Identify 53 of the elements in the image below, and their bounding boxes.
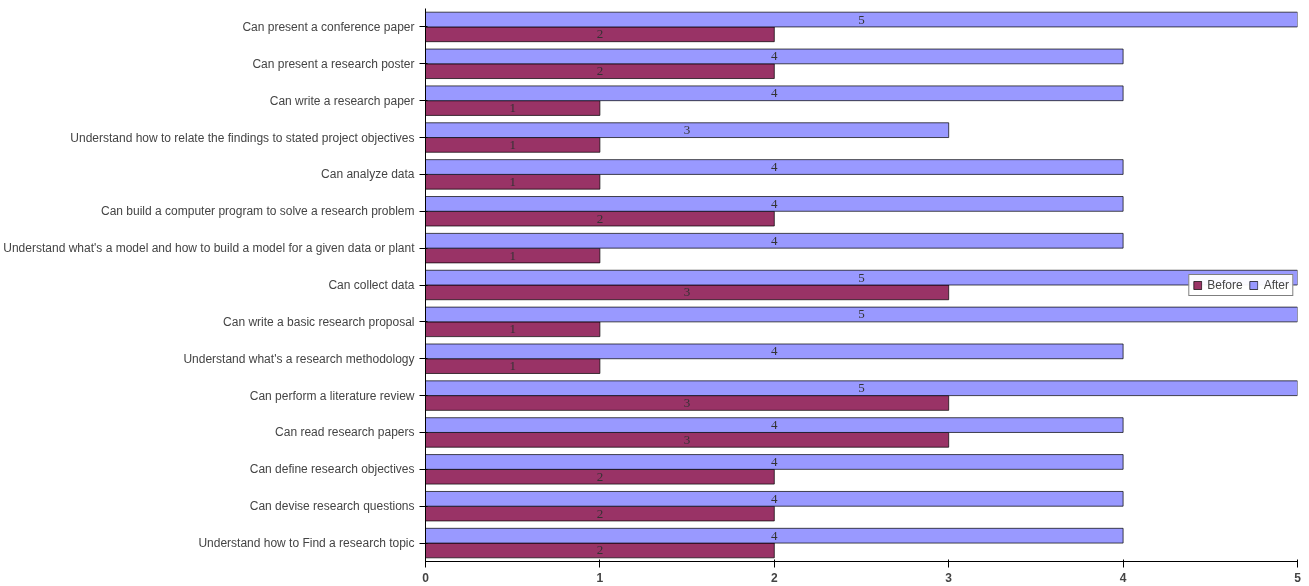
data-label: 5 bbox=[858, 306, 865, 322]
data-label: 2 bbox=[596, 542, 604, 558]
x-tick-label: 1 bbox=[596, 570, 604, 585]
data-label: 4 bbox=[771, 417, 779, 433]
y-tick-label: Understand what's a model and how to build a model for a given data or plant bbox=[3, 241, 416, 256]
legend-label: After bbox=[1263, 277, 1289, 292]
y-tick-label: Understand how to relate the findings to stated project objectives bbox=[70, 130, 415, 145]
data-label: 1 bbox=[509, 100, 516, 116]
data-label: 4 bbox=[771, 195, 779, 211]
legend-label: Before bbox=[1207, 277, 1243, 292]
x-tick-label: 0 bbox=[422, 570, 430, 585]
y-tick-label: Can devise research questions bbox=[249, 499, 415, 514]
data-label: 2 bbox=[596, 210, 604, 226]
y-tick-label: Can write a research paper bbox=[269, 93, 415, 108]
data-label: 1 bbox=[509, 136, 516, 152]
data-label: 2 bbox=[596, 63, 604, 79]
y-tick-label: Understand what's a research methodology bbox=[183, 351, 415, 366]
data-label: 4 bbox=[771, 48, 779, 64]
data-label: 3 bbox=[683, 394, 691, 410]
y-tick-label: Can present a research poster bbox=[252, 56, 415, 71]
y-tick-label: Understand how to Find a research topic bbox=[198, 536, 415, 551]
y-tick-label: Can build a computer program to solve a research problem bbox=[101, 204, 415, 219]
data-label: 5 bbox=[858, 269, 865, 285]
x-tick-label: 5 bbox=[1294, 570, 1302, 585]
y-tick-label: Can perform a literature review bbox=[249, 388, 415, 403]
x-tick-label: 3 bbox=[945, 570, 953, 585]
y-tick-label: Can collect data bbox=[328, 278, 415, 292]
data-label: 1 bbox=[509, 173, 516, 189]
data-label: 4 bbox=[771, 232, 779, 248]
x-tick-label: 2 bbox=[770, 570, 778, 585]
y-tick-label: Can read research papers bbox=[275, 425, 415, 440]
data-label: 1 bbox=[509, 358, 516, 374]
data-label: 4 bbox=[771, 527, 779, 543]
x-tick-label: 4 bbox=[1119, 570, 1127, 585]
data-label: 4 bbox=[771, 85, 779, 101]
data-label: 3 bbox=[683, 431, 691, 447]
data-label: 1 bbox=[509, 247, 516, 263]
y-tick-label: Can present a conference paper bbox=[242, 19, 415, 34]
data-label: 2 bbox=[596, 505, 604, 521]
data-label: 4 bbox=[771, 453, 779, 469]
data-label: 1 bbox=[509, 321, 516, 337]
data-label: 5 bbox=[858, 380, 865, 396]
data-label: 2 bbox=[596, 26, 604, 42]
data-label: 3 bbox=[683, 284, 691, 300]
y-tick-label: Can analyze data bbox=[321, 167, 415, 182]
y-tick-label: Can write a basic research proposal bbox=[223, 314, 415, 329]
data-label: 4 bbox=[771, 490, 779, 506]
y-tick-label: Can define research objectives bbox=[249, 462, 415, 477]
data-label: 3 bbox=[683, 122, 691, 138]
data-label: 4 bbox=[771, 343, 779, 359]
data-label: 5 bbox=[858, 11, 865, 27]
data-label: 4 bbox=[771, 159, 779, 175]
data-label: 2 bbox=[596, 468, 604, 484]
